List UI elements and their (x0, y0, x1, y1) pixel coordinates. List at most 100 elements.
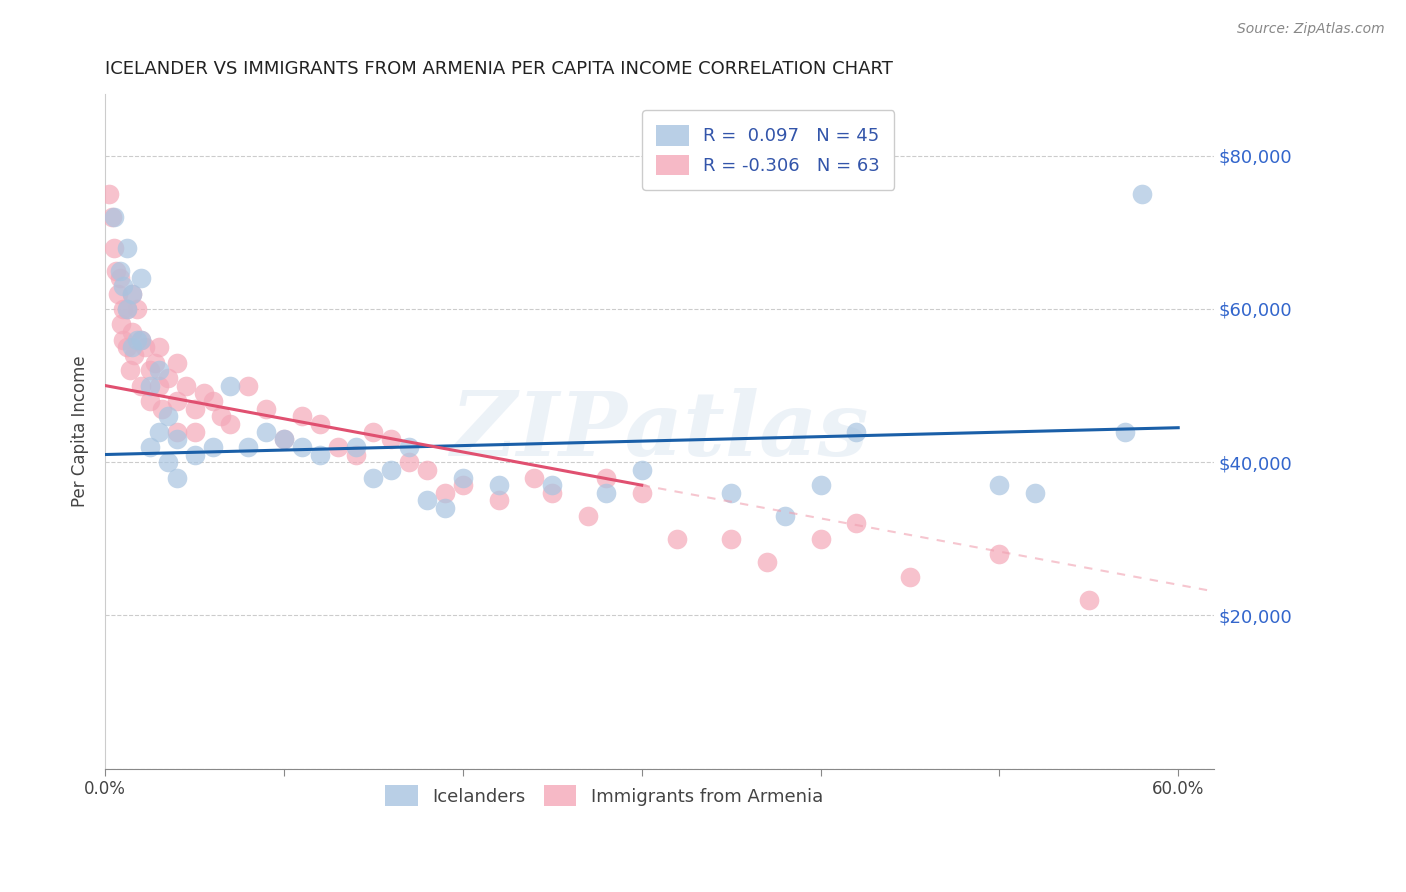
Point (148, 340, 170, 354)
Point (134, 340, 156, 354)
Point (308, 448, 330, 462)
Point (523, 470, 546, 484)
Point (112, 333, 135, 347)
Point (344, 440, 367, 454)
Point (112, 279, 135, 293)
Point (363, 425, 385, 439)
Point (122, 348, 145, 362)
Point (148, 363, 170, 377)
Point (115, 241, 138, 255)
Point (451, 470, 474, 484)
Point (121, 340, 143, 354)
Point (127, 333, 149, 347)
Point (107, 286, 129, 301)
Point (755, 555, 778, 569)
Point (595, 470, 617, 484)
Point (238, 378, 260, 392)
Point (148, 425, 170, 439)
Point (103, 241, 125, 255)
Point (488, 493, 510, 508)
Point (254, 425, 277, 439)
Point (291, 409, 314, 424)
Point (127, 301, 149, 316)
Point (115, 340, 138, 354)
Point (174, 378, 197, 392)
Point (398, 440, 420, 454)
Point (129, 378, 152, 392)
Point (121, 286, 143, 301)
Point (254, 401, 277, 416)
Point (166, 425, 188, 439)
Point (121, 325, 143, 339)
Point (112, 301, 135, 316)
Point (166, 355, 188, 369)
Point (139, 440, 162, 454)
Point (291, 440, 314, 454)
Point (166, 432, 188, 446)
Point (595, 485, 617, 500)
Point (238, 440, 260, 454)
Point (576, 508, 599, 523)
Point (183, 425, 205, 439)
Text: ZIPatlas: ZIPatlas (451, 388, 869, 475)
Point (666, 532, 689, 546)
Point (110, 318, 132, 332)
Point (326, 440, 349, 454)
Point (101, 210, 124, 224)
Point (773, 508, 796, 523)
Point (810, 478, 832, 492)
Point (104, 263, 127, 277)
Point (488, 478, 510, 492)
Point (630, 463, 652, 477)
Point (156, 409, 179, 424)
Point (166, 470, 188, 484)
Point (1114, 425, 1136, 439)
Point (129, 333, 152, 347)
Point (988, 478, 1011, 492)
Point (720, 532, 742, 546)
Y-axis label: Per Capita Income: Per Capita Income (72, 356, 89, 508)
Point (380, 432, 402, 446)
Point (845, 516, 868, 531)
Point (129, 333, 152, 347)
Point (219, 417, 242, 431)
Point (451, 478, 474, 492)
Point (433, 501, 456, 516)
Point (810, 532, 832, 546)
Point (720, 485, 742, 500)
Point (433, 485, 456, 500)
Point (143, 355, 166, 369)
Point (416, 493, 439, 508)
Point (120, 363, 142, 377)
Point (156, 455, 179, 469)
Point (363, 470, 385, 484)
Point (1132, 187, 1154, 202)
Point (541, 478, 564, 492)
Point (541, 485, 564, 500)
Point (211, 409, 233, 424)
Point (139, 393, 162, 408)
Point (115, 301, 138, 316)
Point (1024, 485, 1046, 500)
Point (129, 271, 152, 285)
Text: ICELANDER VS IMMIGRANTS FROM ARMENIA PER CAPITA INCOME CORRELATION CHART: ICELANDER VS IMMIGRANTS FROM ARMENIA PER… (105, 60, 893, 78)
Point (201, 393, 224, 408)
Legend: Icelanders, Immigrants from Armenia: Icelanders, Immigrants from Armenia (378, 778, 830, 814)
Point (845, 425, 868, 439)
Point (156, 371, 179, 385)
Point (898, 570, 921, 584)
Point (97, 187, 120, 202)
Point (152, 401, 174, 416)
Point (988, 547, 1011, 561)
Point (115, 301, 138, 316)
Point (108, 263, 131, 277)
Point (139, 363, 162, 377)
Point (273, 432, 295, 446)
Point (103, 210, 125, 224)
Point (398, 455, 420, 469)
Point (273, 432, 295, 446)
Point (148, 378, 170, 392)
Point (1077, 593, 1099, 607)
Point (139, 378, 162, 392)
Point (201, 440, 224, 454)
